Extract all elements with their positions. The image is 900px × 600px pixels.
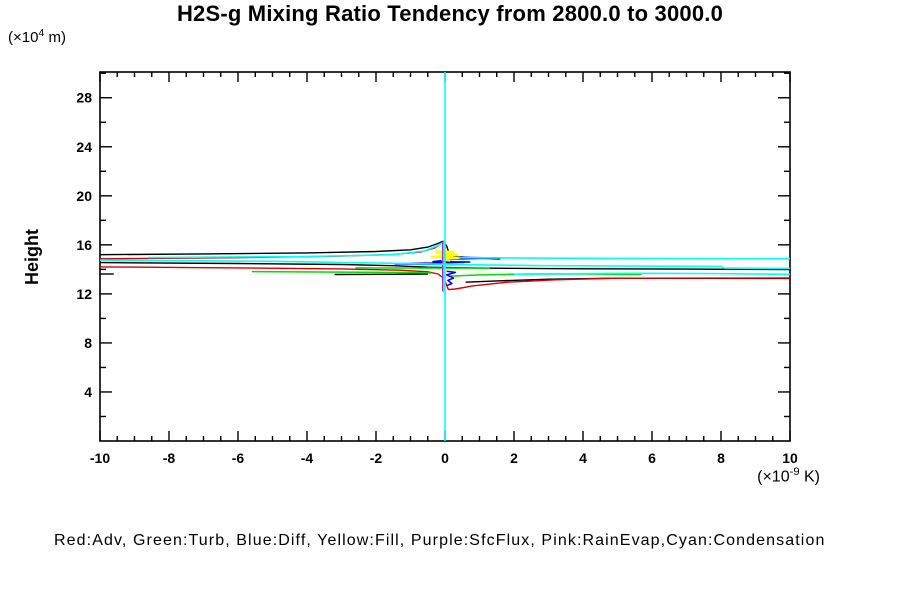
y-tick-label-12: 12: [76, 286, 92, 302]
series-Condensation-seg3: [458, 256, 791, 260]
series-Condensation-seg2: [99, 259, 791, 270]
y-tick-label-4: 4: [84, 384, 92, 400]
chart-title: H2S-g Mixing Ratio Tendency from 2800.0 …: [176, 1, 724, 26]
series-Condensation-seg4: [513, 272, 791, 276]
x-axis-units-label: (×10-9 K): [757, 466, 820, 486]
x-tick-label--4: -4: [301, 450, 314, 466]
y-tick-label-8: 8: [84, 335, 92, 351]
y-tick-label-28: 28: [76, 90, 92, 106]
x-tick-label-10: 10: [782, 450, 798, 466]
x-tick-label-2: 2: [510, 450, 518, 466]
series-Turb-seg0: [251, 270, 432, 274]
x-tick-label--2: -2: [370, 450, 383, 466]
y-tick-label-16: 16: [76, 237, 92, 253]
x-units-post: K): [799, 468, 820, 486]
legend-text: Red:Adv, Green:Turb, Blue:Diff, Yellow:F…: [54, 532, 826, 549]
series-black-unlabeled-seg1: [99, 261, 791, 271]
x-tick-label--10: -10: [90, 450, 110, 466]
x-tick-label-4: 4: [579, 450, 587, 466]
x-tick-label--6: -6: [232, 450, 245, 466]
y-tick-label-20: 20: [76, 188, 92, 204]
y-axis-units-label: (×104 m): [8, 27, 66, 46]
x-tick-label-8: 8: [717, 450, 725, 466]
series-black-unlabeled-seg3: [334, 273, 428, 276]
y-tick-label-24: 24: [76, 139, 92, 155]
x-units-pre: (×10: [757, 468, 790, 486]
x-units-superscript: -9: [789, 466, 800, 478]
x-tick-label-0: 0: [441, 450, 449, 466]
y-units-superscript: 4: [38, 27, 45, 39]
axis-ticks: [99, 72, 791, 441]
series-Diff-seg1: [445, 270, 457, 287]
x-tick-label--8: -8: [163, 450, 176, 466]
y-units-post: m): [44, 29, 66, 46]
series-Condensation-seg1: [148, 242, 443, 259]
y-units-pre: (×10: [8, 29, 39, 46]
x-tick-label-6: 6: [648, 450, 656, 466]
series-group: [99, 72, 791, 441]
